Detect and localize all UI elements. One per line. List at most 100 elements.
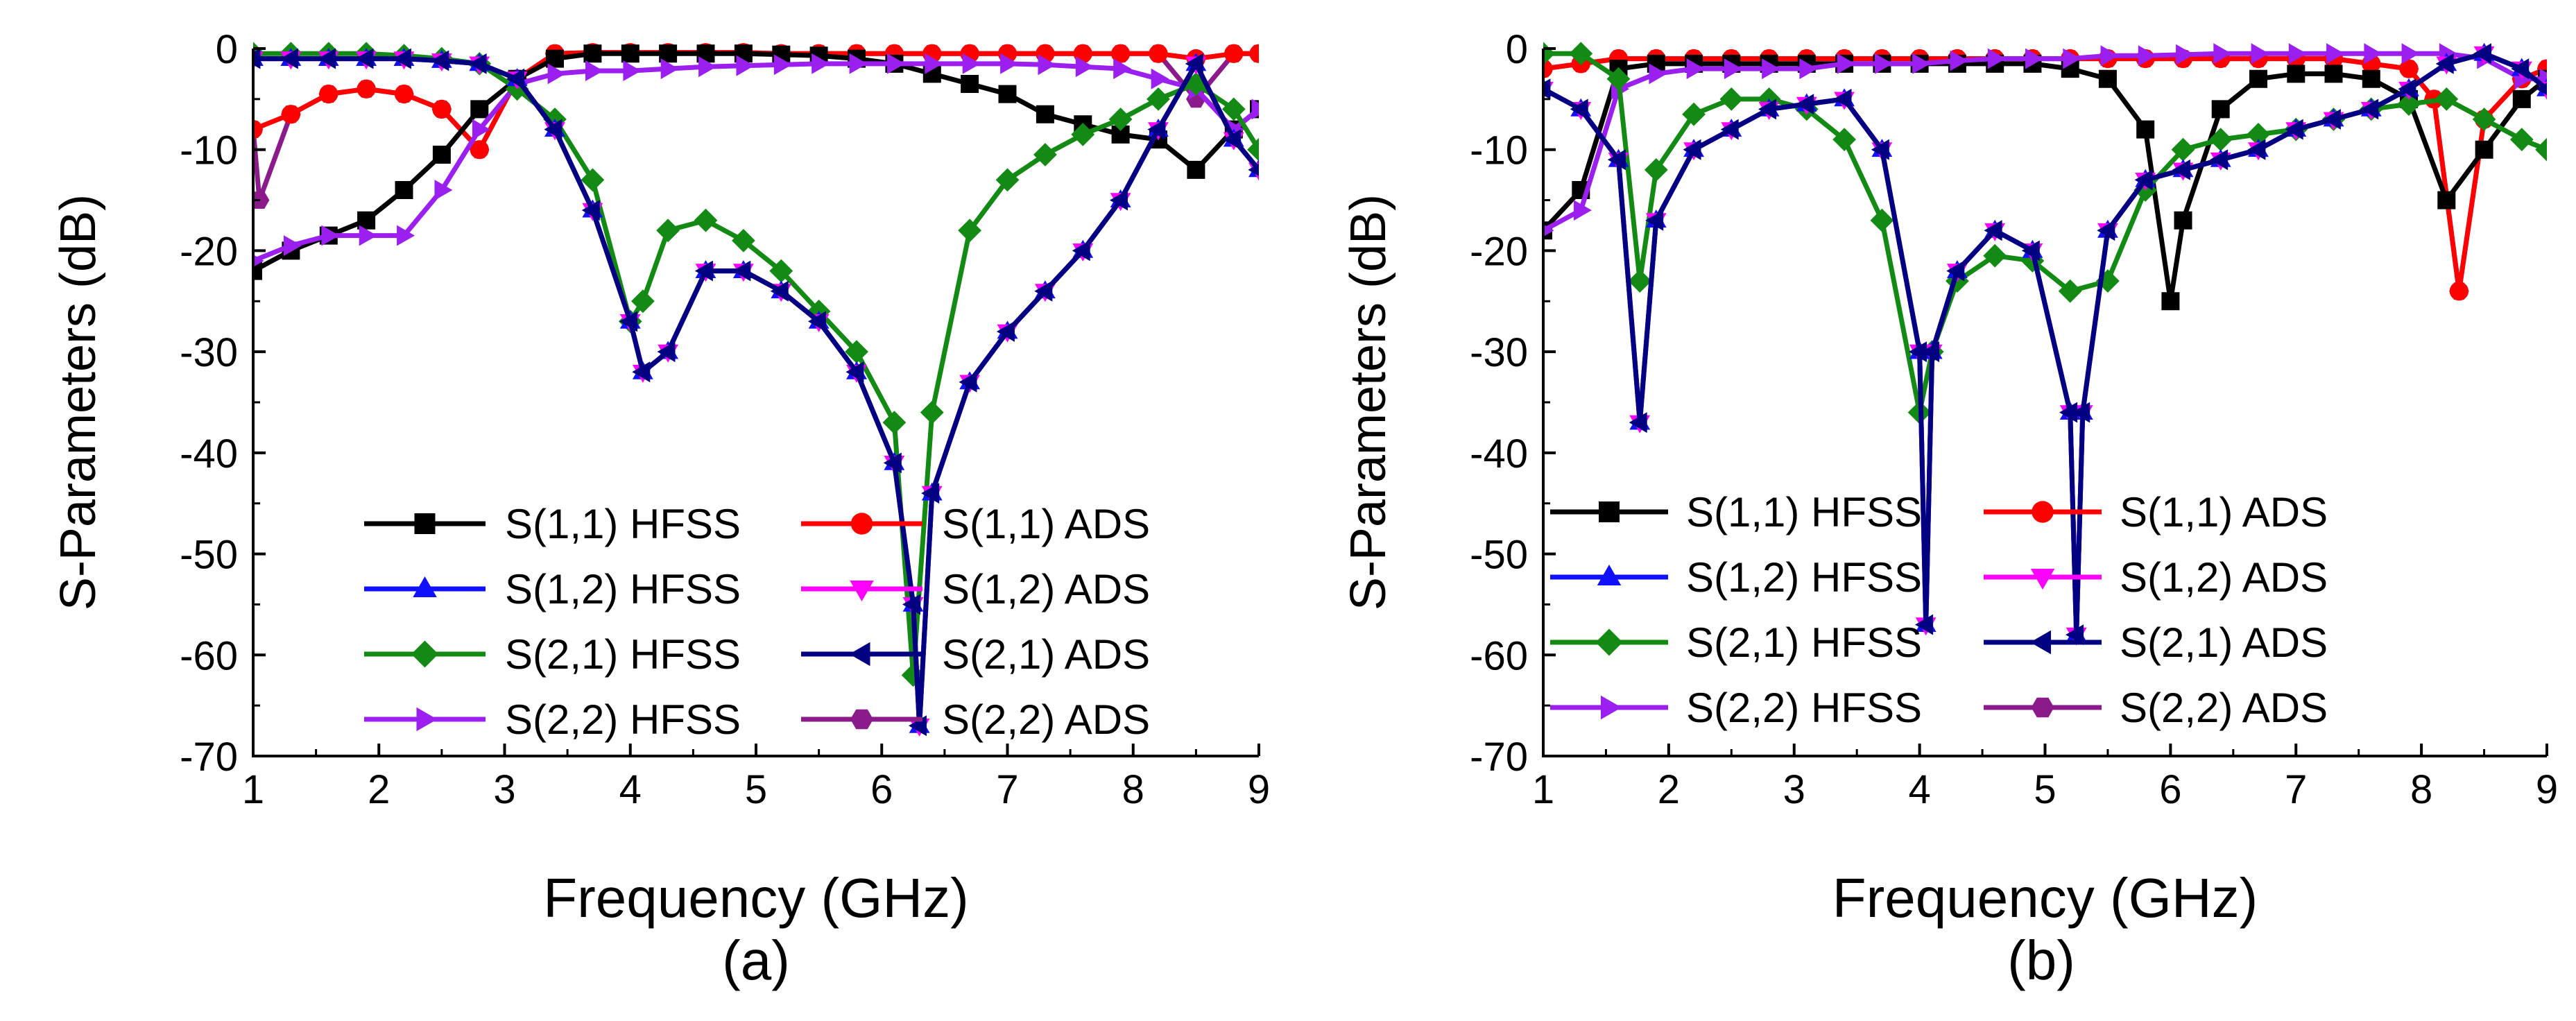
- data-point: [321, 225, 340, 246]
- data-point: [694, 260, 713, 282]
- data-point: [284, 235, 302, 257]
- data-point: [1983, 243, 2007, 268]
- data-point: [2211, 100, 2230, 119]
- data-point: [581, 200, 600, 221]
- data-point: [1185, 53, 1203, 74]
- legend-marker: [2031, 697, 2054, 718]
- y-tick-label: -10: [180, 128, 238, 173]
- legend-marker: [2032, 501, 2054, 523]
- series-s-2-1-hfss: [1543, 42, 2547, 424]
- legend-label: S(2,2) ADS: [2120, 685, 2328, 731]
- data-point: [1946, 260, 1965, 282]
- x-tick-label: 2: [368, 767, 390, 812]
- y-tick-label: -30: [1470, 330, 1528, 375]
- data-point: [2511, 58, 2530, 80]
- data-point: [2401, 43, 2420, 65]
- data-point: [253, 119, 263, 139]
- data-point: [1071, 123, 1095, 146]
- legend-label: S(2,2) ADS: [942, 696, 1150, 743]
- data-point: [1223, 129, 1242, 151]
- data-point: [2472, 108, 2496, 131]
- data-point: [2435, 87, 2459, 111]
- data-point: [1606, 67, 1631, 91]
- data-point: [2364, 43, 2382, 65]
- legend-item: S(2,1) ADS: [1984, 619, 2328, 666]
- data-point: [1921, 341, 1940, 363]
- x-tick-label: 4: [1908, 767, 1930, 812]
- data-point: [694, 208, 718, 232]
- data-point: [1147, 87, 1170, 111]
- data-point: [2249, 69, 2267, 88]
- data-point: [962, 53, 981, 74]
- data-point: [1912, 53, 1931, 74]
- data-point: [959, 371, 977, 393]
- data-point: [882, 411, 907, 434]
- x-tick-label: 9: [1248, 767, 1270, 812]
- legend-marker: [850, 709, 873, 730]
- legend-item: S(1,1) ADS: [801, 501, 1150, 547]
- data-point: [631, 289, 655, 314]
- data-point: [1036, 105, 1054, 123]
- data-point: [2285, 119, 2303, 140]
- data-point: [2326, 43, 2345, 65]
- data-point: [808, 311, 826, 332]
- y-tick-label: -70: [1470, 735, 1528, 780]
- data-point: [2475, 140, 2493, 159]
- legend-label: S(1,1) ADS: [2120, 489, 2328, 535]
- data-point: [812, 53, 830, 74]
- x-tick-label: 1: [1532, 767, 1554, 812]
- x-tick-label: 8: [1122, 767, 1144, 812]
- data-point: [1569, 42, 1593, 66]
- data-point: [2397, 92, 2421, 116]
- legend-label: S(1,2) ADS: [942, 566, 1150, 612]
- data-point: [2210, 149, 2229, 171]
- legend-label: S(2,1) HFSS: [505, 631, 741, 678]
- data-point: [1247, 137, 1259, 162]
- data-point: [585, 60, 603, 81]
- series-s-2-2-hfss: [1543, 43, 2547, 237]
- y-tick-label: -70: [180, 735, 238, 780]
- data-point: [619, 311, 638, 332]
- data-point: [1224, 44, 1244, 63]
- data-point: [2399, 59, 2419, 78]
- data-point: [769, 259, 793, 283]
- legend-label: S(1,2) ADS: [2120, 554, 2328, 601]
- data-point: [2021, 240, 2040, 261]
- chart-panel-a: 1 2 3 4 5 6 7 8 9 0 -10 -20 -30 -40 -50 -60 -70 Frequency…: [51, 27, 1270, 929]
- data-point: [2100, 45, 2119, 67]
- data-point: [849, 53, 868, 74]
- legend-label: S(2,2) HFSS: [505, 696, 741, 743]
- data-point: [1543, 59, 1553, 78]
- data-point: [357, 211, 376, 230]
- data-point: [281, 105, 301, 124]
- data-point: [253, 48, 261, 69]
- legend-marker: [416, 707, 438, 732]
- data-point: [845, 340, 868, 363]
- data-point: [732, 260, 751, 282]
- data-point: [1644, 158, 1668, 182]
- data-point: [996, 321, 1015, 342]
- data-point: [659, 44, 678, 63]
- data-point: [656, 218, 680, 243]
- data-point: [1724, 58, 1742, 80]
- x-tick-label: 2: [1658, 767, 1680, 812]
- data-point: [1837, 53, 1855, 74]
- series-s-1-2-hfss: [253, 48, 1259, 733]
- legend-marker: [1601, 695, 1622, 720]
- data-point: [1000, 53, 1019, 74]
- data-point: [2134, 169, 2153, 191]
- data-point: [883, 452, 902, 474]
- data-point: [2098, 69, 2117, 88]
- legend-item: S(1,2) HFSS: [364, 566, 741, 612]
- data-point: [887, 53, 905, 74]
- data-point: [470, 140, 489, 160]
- legend-item: S(1,2) ADS: [1984, 554, 2328, 601]
- data-point: [2172, 159, 2190, 180]
- series-line: [1543, 51, 2547, 233]
- x-tick-label: 6: [870, 767, 893, 812]
- data-point: [1147, 119, 1166, 140]
- chart-panel-b: 1 2 3 4 5 6 7 8 9 0 -10 -20 -30 -40 -50 -60 -70 Frequency…: [1341, 27, 2558, 929]
- data-point: [2138, 45, 2156, 67]
- legend-marker: [1599, 501, 1620, 522]
- series-line: [253, 56, 1259, 728]
